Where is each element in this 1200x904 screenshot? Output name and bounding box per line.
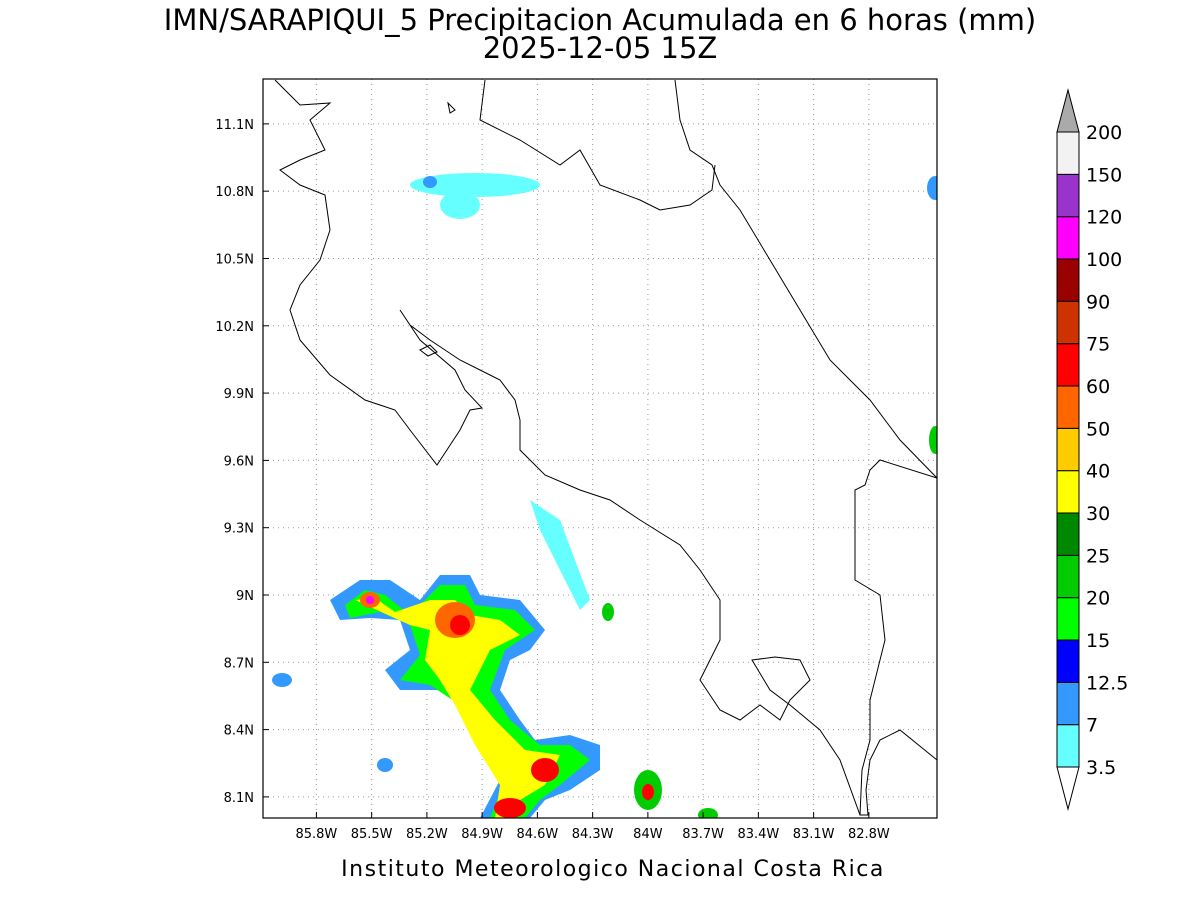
colorbar-swatch (1056, 724, 1080, 768)
x-tick-label: 82.8W (848, 827, 890, 842)
grid (263, 79, 937, 818)
colorbar-swatch (1056, 554, 1080, 599)
footer: Instituto Meteorologico Nacional Costa R… (341, 857, 885, 882)
rain-area (440, 191, 480, 219)
colorbar-label: 15 (1086, 630, 1110, 652)
colorbar-label: 25 (1086, 545, 1110, 567)
x-tick-label: 85.2W (406, 827, 448, 842)
colorbar-arrow (1056, 766, 1080, 811)
colorbar-swatch (1056, 131, 1080, 175)
rain-area (366, 596, 374, 604)
rain-area (698, 808, 718, 818)
colorbar-swatch (1056, 258, 1080, 302)
title: IMN/SARAPIQUI_5 Precipitacion Acumulada … (164, 3, 1036, 37)
map-frame (262, 78, 938, 819)
colorbar: 3.5 7 12.5 15 20 25 30 40 50 60 75 90 100 120 150 200 (1056, 88, 1128, 811)
x-tick-label: 84.6W (516, 827, 558, 842)
x-tick-label: 85.8W (295, 827, 337, 842)
x-tick-label: 84W (633, 827, 663, 842)
rain-area (929, 426, 937, 454)
colorbar-swatch (1056, 427, 1080, 472)
colorbar-swatch (1056, 173, 1080, 218)
colorbar-label: 50 (1086, 418, 1110, 440)
colorbar-label: 7 (1086, 715, 1098, 737)
rain-area (642, 784, 654, 800)
northern-border (479, 79, 716, 211)
y-tick-label: 9N (236, 589, 254, 604)
x-tick-label: 83.4W (737, 827, 779, 842)
rain-area (377, 758, 393, 772)
y-tick-label: 10.2N (215, 320, 254, 335)
colorbar-label: 3.5 (1086, 757, 1116, 779)
colorbar-label: 120 (1086, 207, 1122, 229)
coastlines (274, 79, 937, 816)
colorbar-swatch (1056, 343, 1080, 387)
subtitle: 2025-12-05 15Z (483, 31, 718, 65)
colorbar-swatch (1056, 216, 1080, 260)
rain-area (355, 598, 560, 818)
southern-border (854, 459, 937, 816)
colorbar-label: 100 (1086, 249, 1122, 271)
rain-area (531, 758, 559, 782)
y-tick-label: 8.1N (224, 791, 254, 806)
pacific-coast (274, 79, 861, 816)
colorbar-label: 90 (1086, 291, 1110, 313)
y-tick-label: 8.4N (224, 724, 254, 739)
colorbar-label: 150 (1086, 164, 1122, 186)
colorbar-swatch (1056, 385, 1080, 429)
colorbar-label: 30 (1086, 503, 1110, 525)
y-tick-label: 9.3N (224, 522, 254, 537)
x-tick-label: 84.9W (461, 827, 503, 842)
precipitation (272, 173, 937, 818)
colorbar-swatch (1056, 681, 1080, 726)
caribbean-coast (674, 79, 937, 479)
x-tick-label: 83.1W (793, 827, 835, 842)
rain-area (272, 673, 292, 687)
rain-area (410, 173, 540, 197)
rain-area (530, 500, 590, 610)
colorbar-label: 12.5 (1086, 672, 1128, 694)
colorbar-label: 20 (1086, 588, 1110, 610)
colorbar-swatch (1056, 470, 1080, 514)
y-tick-label: 11.1N (215, 118, 254, 133)
x-tick-label: 84.3W (572, 827, 614, 842)
island (447, 101, 456, 114)
colorbar-arrow (1056, 88, 1080, 133)
colorbar-swatch (1056, 512, 1080, 556)
colorbar-swatch (1056, 639, 1080, 683)
colorbar-label: 75 (1086, 334, 1110, 356)
colorbar-swatch (1056, 597, 1080, 641)
x-tick-label: 83.7W (682, 827, 724, 842)
colorbar-label: 200 (1086, 122, 1122, 144)
rain-area (423, 176, 437, 188)
colorbar-label: 40 (1086, 461, 1110, 483)
island (419, 344, 438, 357)
y-tick-label: 9.9N (224, 387, 254, 402)
colorbar-swatch (1056, 300, 1080, 345)
x-tick-label: 85.5W (351, 827, 393, 842)
y-tick-label: 9.6N (224, 454, 254, 469)
colorbar-label: 60 (1086, 376, 1110, 398)
y-tick-label: 10.8N (215, 185, 254, 200)
y-tick-label: 10.5N (215, 252, 254, 267)
y-tick-label: 8.7N (224, 656, 254, 671)
rain-area (927, 176, 937, 200)
rain-area (450, 615, 470, 635)
rain-area (494, 798, 526, 818)
rain-area (602, 603, 614, 621)
